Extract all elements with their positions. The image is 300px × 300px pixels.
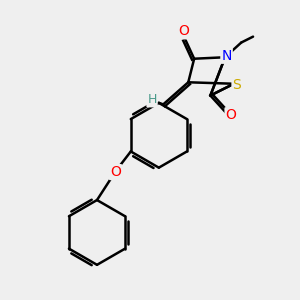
Text: S: S: [232, 78, 241, 92]
Text: O: O: [226, 108, 236, 122]
Text: O: O: [178, 24, 189, 38]
Text: H: H: [147, 93, 157, 106]
Text: O: O: [110, 165, 121, 179]
Text: N: N: [221, 49, 232, 63]
